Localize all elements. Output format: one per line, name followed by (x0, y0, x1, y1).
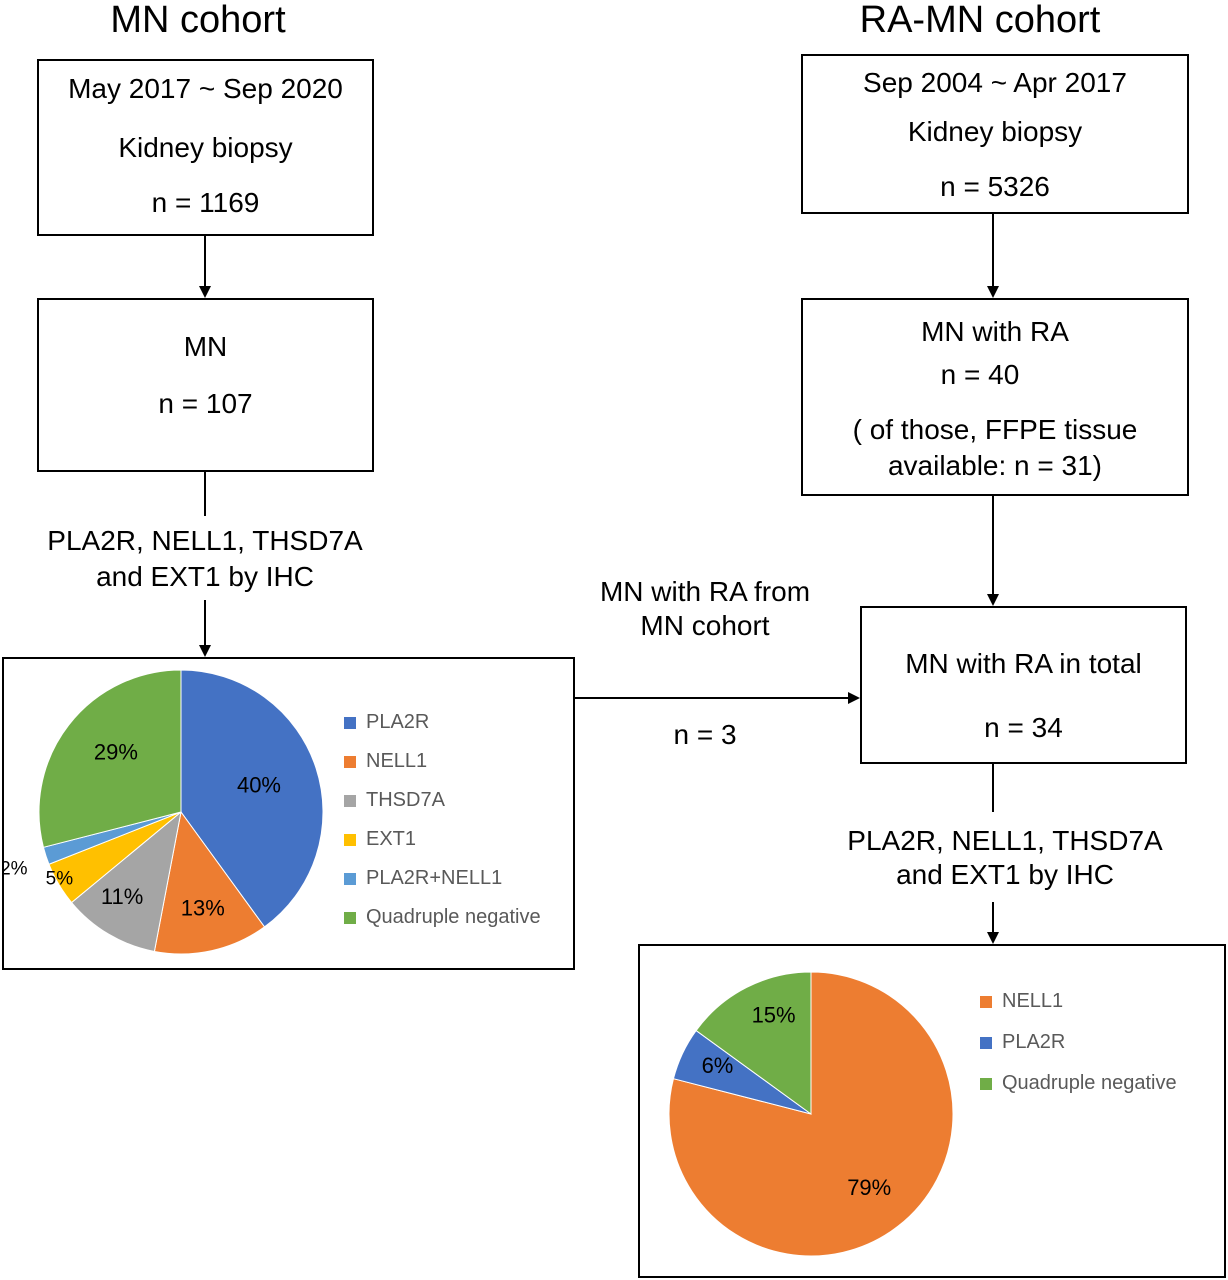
mn-period: May 2017 ~ Sep 2020 (68, 73, 343, 104)
ffpe-note-line2: available: n = 31) (887, 450, 1103, 481)
mn-with-ra-n: n = 40 (940, 359, 1020, 390)
legend-swatch (344, 872, 356, 885)
pie-label-quadruple-negative: 15% (752, 1003, 796, 1028)
mn-biopsy-label: Kidney biopsy (118, 132, 293, 163)
legend-item-pla2r-nell1: PLA2R+NELL1 (344, 867, 502, 889)
ra-ihc-line1: PLA2R, NELL1, THSD7A (847, 825, 1163, 856)
pie-label-quadruple-negative: 29% (94, 740, 138, 765)
ra-pie-legend: NELL1 PLA2R Quadruple negative (980, 990, 1220, 1130)
pie-slice-quadruple-negative (695, 971, 812, 1115)
mn-box: MN n = 107 (37, 298, 374, 472)
transfer-line1: MN with RA from (599, 576, 811, 607)
transfer-n: n = 3 (673, 719, 737, 750)
pie-label-ext1: 5% (46, 869, 74, 890)
legend-item-thsd7a: THSD7A (344, 789, 445, 811)
legend-label: Quadruple negative (1002, 1072, 1177, 1094)
mn-with-ra-total-n: n = 34 (984, 712, 1063, 743)
ra-pie-box: 79% 6% 15% NELL1 PLA2R Quadruple negative (638, 944, 1226, 1278)
legend-swatch (980, 1077, 992, 1090)
legend-item-quadruple-negative: Quadruple negative (344, 906, 541, 928)
ffpe-note-line1: ( of those, FFPE tissue (852, 414, 1138, 445)
mn-ihc-line1: PLA2R, NELL1, THSD7A (47, 525, 363, 556)
legend-swatch (344, 833, 356, 846)
legend-label: PLA2R (366, 711, 430, 733)
mn-label: MN (183, 331, 228, 362)
pie-label-pla2r: 6% (702, 1053, 734, 1078)
ra-biopsy-n: n = 5326 (940, 171, 1050, 202)
legend-item-nell1: NELL1 (344, 750, 427, 772)
mn-ihc-line2: and EXT1 by IHC (96, 561, 314, 592)
mn-with-ra-box: MN with RA n = 40 ( of those, FFPE tissu… (801, 298, 1189, 496)
pie-slice-nell1 (153, 810, 266, 955)
legend-item-quadruple-negative: Quadruple negative (980, 1072, 1177, 1094)
legend-swatch (980, 995, 992, 1008)
legend-label: EXT1 (366, 828, 417, 850)
ra-biopsy-box: Sep 2004 ~ Apr 2017 Kidney biopsy n = 53… (801, 54, 1189, 214)
mn-pie-legend: PLA2R NELL1 THSD7A EXT1 PLA2R+NELL1 Quadruple… (344, 711, 574, 951)
pie-label-nell1: 79% (847, 1175, 891, 1200)
legend-swatch (344, 911, 356, 924)
mn-n: n = 107 (158, 388, 253, 419)
transfer-line2: MN cohort (640, 610, 770, 641)
legend-label: NELL1 (366, 750, 428, 772)
legend-label: Quadruple negative (366, 906, 541, 928)
mn-with-ra-total-label: MN with RA in total (905, 648, 1142, 679)
legend-swatch (344, 794, 356, 807)
mn-biopsy-n: n = 1169 (151, 187, 260, 218)
pie-slice-quadruple-negative (38, 669, 182, 848)
legend-item-nell1: NELL1 (980, 990, 1063, 1012)
legend-label: THSD7A (366, 789, 445, 811)
pie-label-nell1: 13% (181, 895, 225, 920)
legend-label: NELL1 (1002, 990, 1064, 1012)
mn-pie-box: 40% 13% 11% 5% 2% 29% PLA2R NELL1 THSD7A EXT1 PLA… (2, 657, 575, 970)
legend-label: PLA2R (1002, 1031, 1066, 1053)
ra-biopsy-label: Kidney biopsy (907, 116, 1083, 147)
ra-period: Sep 2004 ~ Apr 2017 (863, 67, 1127, 98)
pie-label-thsd7a: 11% (101, 884, 143, 909)
legend-item-pla2r: PLA2R (980, 1031, 1065, 1053)
ra-ihc-line2: and EXT1 by IHC (896, 859, 1114, 890)
legend-swatch (980, 1036, 992, 1049)
legend-item-pla2r: PLA2R (344, 711, 429, 733)
legend-swatch (344, 755, 356, 768)
legend-swatch (344, 716, 356, 729)
ra-mn-cohort-title: RA-MN cohort (859, 0, 1101, 41)
pie-label-pla2r-nell1: 2% (4, 858, 28, 879)
legend-label: PLA2R+NELL1 (366, 867, 503, 889)
mn-with-ra-label: MN with RA (921, 316, 1069, 347)
mn-with-ra-total-box: MN with RA in total n = 34 (860, 606, 1187, 764)
mn-biopsy-box: May 2017 ~ Sep 2020 Kidney biopsy n = 11… (37, 59, 374, 236)
pie-label-pla2r: 40% (237, 772, 281, 797)
pie-slice-pla2r (180, 669, 324, 928)
ra-pie-chart: 79% 6% 15% (668, 971, 954, 1257)
mn-pie-chart: 40% 13% 11% 5% 2% 29% (4, 669, 324, 955)
pie-slice-thsd7a (70, 810, 182, 953)
legend-item-ext1: EXT1 (344, 828, 416, 850)
mn-cohort-title: MN cohort (110, 0, 286, 41)
